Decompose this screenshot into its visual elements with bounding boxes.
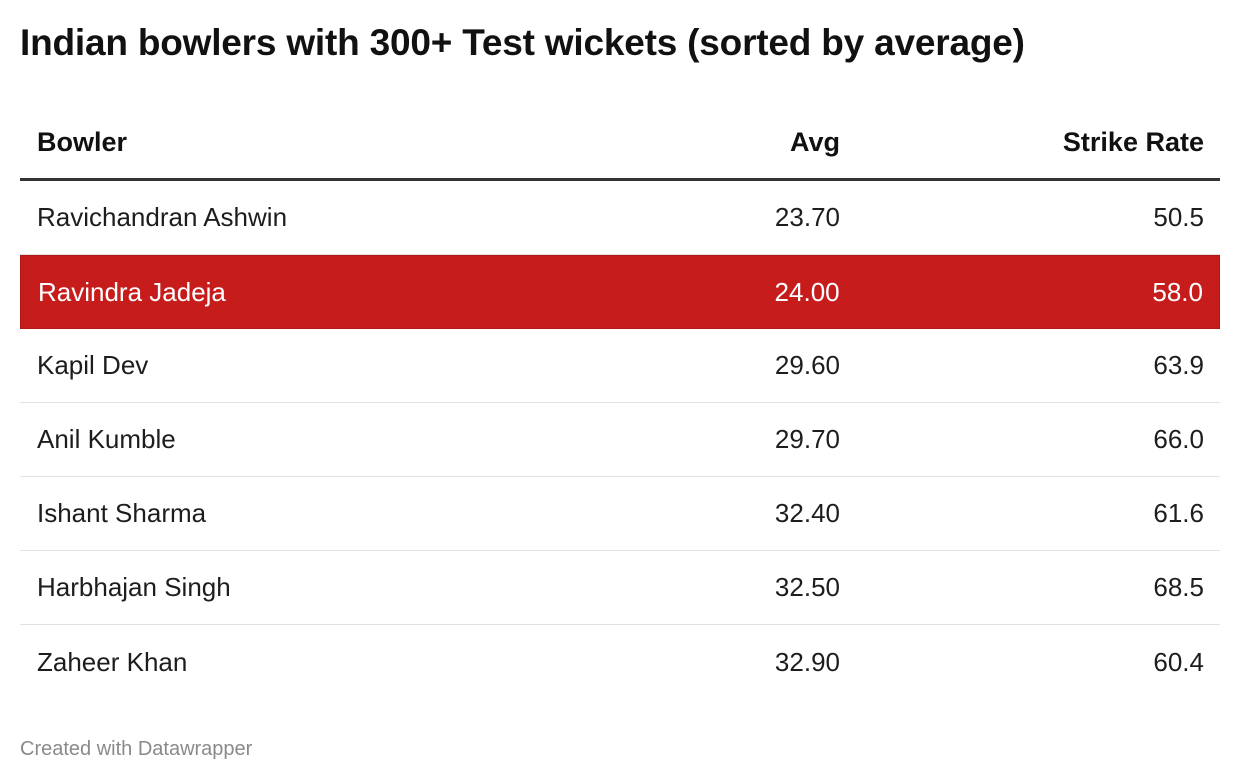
data-table: Bowler Avg Strike Rate Ravichandran Ashw… bbox=[20, 107, 1220, 699]
cell-bowler: Zaheer Khan bbox=[37, 646, 188, 677]
cell-strike-rate: 50.5 bbox=[1153, 202, 1204, 232]
cell-strike-rate: 66.0 bbox=[1153, 424, 1204, 454]
cell-strike-rate: 61.6 bbox=[1153, 498, 1204, 528]
cell-bowler: Ishant Sharma bbox=[37, 498, 207, 528]
cell-bowler: Harbhajan Singh bbox=[37, 572, 231, 602]
footer-credit[interactable]: Created with Datawrapper bbox=[20, 738, 253, 760]
table-row: Ravindra Jadeja 24.00 58.0 bbox=[20, 255, 1220, 329]
table-row: Ravichandran Ashwin 23.70 50.5 bbox=[20, 181, 1220, 255]
cell-avg: 29.60 bbox=[774, 350, 840, 380]
cell-avg: 24.00 bbox=[774, 276, 840, 307]
cell-avg: 23.70 bbox=[774, 202, 840, 232]
cell-avg: 29.70 bbox=[774, 424, 840, 454]
cell-avg: 32.50 bbox=[774, 572, 840, 602]
cell-bowler: Ravindra Jadeja bbox=[38, 276, 226, 307]
table-row: Harbhajan Singh 32.50 68.5 bbox=[20, 551, 1220, 625]
chart-title: Indian bowlers with 300+ Test wickets (s… bbox=[20, 22, 1025, 63]
table-row: Anil Kumble 29.70 66.0 bbox=[20, 403, 1220, 477]
column-header-avg[interactable]: Avg bbox=[789, 127, 840, 157]
cell-bowler: Anil Kumble bbox=[37, 424, 176, 454]
cell-bowler: Ravichandran Ashwin bbox=[37, 202, 288, 232]
cell-strike-rate: 68.5 bbox=[1153, 572, 1204, 602]
cell-strike-rate: 60.4 bbox=[1153, 646, 1204, 677]
cell-bowler: Kapil Dev bbox=[37, 350, 149, 380]
column-header-strike-rate[interactable]: Strike Rate bbox=[1062, 127, 1204, 157]
cell-strike-rate: 58.0 bbox=[1152, 276, 1203, 307]
table-row: Kapil Dev 29.60 63.9 bbox=[20, 329, 1220, 403]
column-header-bowler[interactable]: Bowler bbox=[37, 127, 128, 157]
cell-avg: 32.40 bbox=[774, 498, 840, 528]
cell-avg: 32.90 bbox=[774, 646, 840, 677]
table-row: Zaheer Khan 32.90 60.4 bbox=[20, 625, 1220, 699]
cell-strike-rate: 63.9 bbox=[1153, 350, 1204, 380]
table-row: Ishant Sharma 32.40 61.6 bbox=[20, 477, 1220, 551]
table-header-row: Bowler Avg Strike Rate bbox=[20, 107, 1220, 181]
